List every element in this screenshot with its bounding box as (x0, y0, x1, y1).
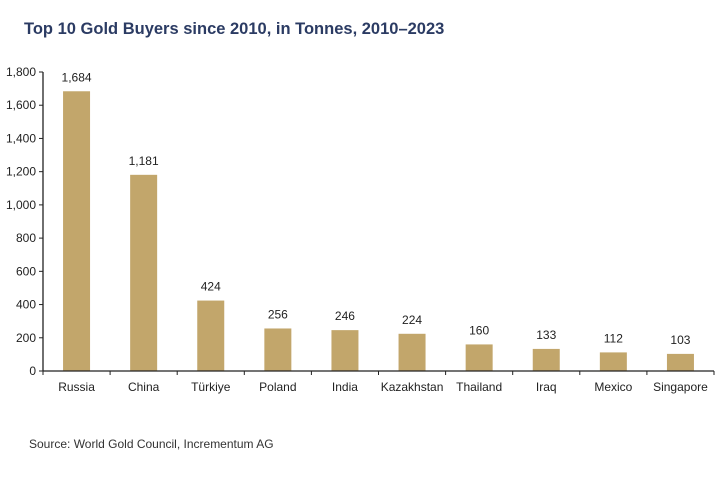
data-label: 160 (469, 323, 489, 337)
bar-india (331, 330, 359, 371)
x-tick-label: Poland (259, 380, 296, 394)
bar-china (130, 174, 158, 371)
bar-iraq (532, 348, 560, 371)
x-tick-label: Russia (58, 380, 95, 394)
y-tick-label: 1,400 (6, 131, 36, 145)
y-tick-label: 1,200 (6, 165, 36, 179)
x-tick-label: Kazakhstan (381, 380, 444, 394)
source-note: Source: World Gold Council, Incrementum … (29, 437, 274, 451)
bar-mexico (599, 352, 627, 371)
x-tick-label: China (128, 380, 160, 394)
x-tick-label: Thailand (456, 380, 502, 394)
x-tick-label: Iraq (536, 380, 557, 394)
y-tick-label: 200 (16, 331, 36, 345)
y-tick-label: 800 (16, 231, 36, 245)
bar-thailand (465, 344, 493, 371)
data-label: 256 (268, 307, 288, 321)
y-tick-label: 1,800 (6, 65, 36, 79)
data-label: 133 (536, 328, 556, 342)
bar-türkiye (197, 300, 225, 371)
bar-kazakhstan (398, 333, 426, 371)
bar-russia (63, 91, 91, 371)
x-tick-label: Singapore (653, 380, 708, 394)
y-tick-label: 1,600 (6, 98, 36, 112)
data-label: 112 (604, 331, 623, 345)
bar-singapore (666, 353, 694, 371)
data-label: 1,684 (62, 70, 92, 84)
data-label: 246 (335, 309, 355, 323)
bar-poland (264, 328, 292, 371)
data-label: 103 (670, 333, 690, 347)
y-tick-label: 600 (16, 264, 36, 278)
x-tick-label: India (332, 380, 358, 394)
x-tick-label: Türkiye (191, 380, 231, 394)
y-tick-label: 1,000 (6, 198, 36, 212)
x-tick-label: Mexico (594, 380, 632, 394)
y-tick-label: 400 (16, 298, 36, 312)
data-label: 224 (402, 313, 422, 327)
y-tick-label: 0 (29, 364, 36, 378)
chart-title: Top 10 Gold Buyers since 2010, in Tonnes… (24, 20, 445, 38)
data-label: 424 (201, 280, 221, 294)
data-label: 1,181 (129, 154, 159, 168)
